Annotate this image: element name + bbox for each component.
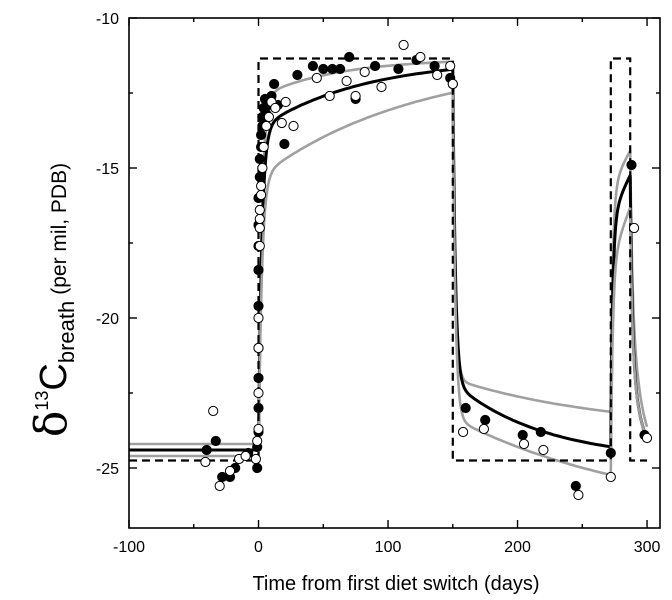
open-data-point [200, 456, 211, 468]
x-tick-label: 100 [375, 539, 402, 556]
filled-data-point [269, 78, 280, 90]
model-bound-line [129, 91, 649, 477]
plot-frame [128, 17, 661, 529]
open-data-point [311, 72, 322, 84]
open-data-point [538, 444, 549, 456]
filled-data-point [254, 171, 265, 183]
open-data-point [254, 213, 265, 225]
open-data-point [254, 222, 265, 234]
open-data-point [270, 102, 281, 114]
y-tick-label: -25 [96, 461, 119, 478]
model-lines [129, 57, 649, 477]
y-axis-element: C [33, 363, 75, 390]
open-data-point [253, 387, 264, 399]
filled-data-point [535, 426, 546, 438]
filled-data-point [253, 372, 264, 384]
filled-data-point [429, 60, 440, 72]
open-data-point [214, 480, 225, 492]
filled-data-point [517, 429, 528, 441]
filled-data-point [292, 69, 303, 81]
filled-data-point [626, 159, 637, 171]
x-tick-label: 0 [254, 539, 263, 556]
open-data-point [458, 426, 469, 438]
open-data-point [253, 312, 264, 324]
filled-data-point [201, 444, 212, 456]
open-data-point [224, 465, 236, 477]
open-data-point [324, 90, 335, 102]
open-data-point [253, 423, 264, 435]
filled-data-point [279, 138, 290, 150]
x-tick-label: 300 [634, 539, 661, 556]
open-data-point [376, 81, 387, 93]
filled-data-point [253, 300, 264, 312]
open-data-point [288, 120, 299, 132]
y-axis-unit: (per mil, PDB) [48, 163, 71, 295]
open-data-point [208, 405, 219, 417]
filled-data-point [210, 435, 221, 447]
open-data-point [629, 222, 640, 234]
filled-data-point [344, 51, 355, 63]
y-axis-superscript: 13 [32, 391, 52, 411]
open-data-point [350, 90, 361, 102]
x-axis-title: Time from first diet switch (days) [252, 573, 539, 595]
filled-data-point [370, 60, 381, 72]
filled-data-point [256, 129, 267, 141]
open-data-point [261, 120, 272, 132]
open-data-point [432, 69, 443, 81]
open-data-point [250, 453, 261, 465]
filled-data-point [253, 264, 264, 276]
filled-data-point [605, 447, 616, 459]
filled-data-point [254, 153, 265, 165]
open-data-point [398, 39, 409, 51]
filled-data-point [335, 63, 346, 75]
open-data-point [263, 111, 274, 123]
open-data-point [254, 204, 265, 216]
x-tick-label: -100 [113, 539, 145, 556]
diet-isotope-line [129, 57, 647, 462]
filled-data-point [252, 462, 263, 474]
open-data-point [254, 240, 265, 252]
open-data-point [256, 189, 267, 201]
open-data-point [478, 423, 489, 435]
open-data-point [252, 435, 263, 447]
open-data-point [445, 60, 456, 72]
y-tick-label: -20 [96, 311, 119, 328]
axes [128, 17, 661, 529]
filled-data-point [307, 60, 318, 72]
model-fit-line [129, 67, 649, 452]
y-tick-label: -10 [96, 11, 119, 28]
open-data-point [276, 117, 287, 129]
open-data-point [415, 51, 426, 63]
svg-text:δ13Cbreath(per mil, PDB): δ13Cbreath (per mil, PDB) [26, 163, 79, 437]
open-data-point [253, 342, 264, 354]
filled-data-point [393, 63, 404, 75]
filled-data-point [253, 402, 264, 414]
ticks: -100 0 100 200 300 -10 -15 -20 -25 [96, 11, 661, 556]
x-tick-label: 200 [504, 539, 531, 556]
open-data-point [447, 78, 458, 90]
y-axis-delta: δ [26, 411, 77, 438]
y-axis-title: δ13Cbreath (per mil, PDB) [26, 163, 79, 437]
y-axis-subscript: breath [54, 301, 79, 363]
open-data-point [573, 489, 584, 501]
open-data-point [280, 96, 291, 108]
open-data-point [256, 180, 267, 192]
open-data-point [258, 141, 269, 153]
open-data-point [341, 75, 352, 87]
open-data-point [605, 471, 616, 483]
open-data-point [240, 450, 251, 462]
filled-data-point [460, 402, 471, 414]
filled-data-point [480, 414, 491, 426]
open-data-point [257, 162, 268, 174]
open-data-point [359, 66, 370, 78]
open-data-point [518, 438, 530, 450]
filled-data-point [570, 480, 581, 492]
y-tick-label: -15 [96, 161, 119, 178]
model-bound-line [129, 60, 649, 446]
open-data-point [641, 432, 653, 444]
data-points [200, 39, 653, 501]
filled-data-point [318, 63, 329, 75]
